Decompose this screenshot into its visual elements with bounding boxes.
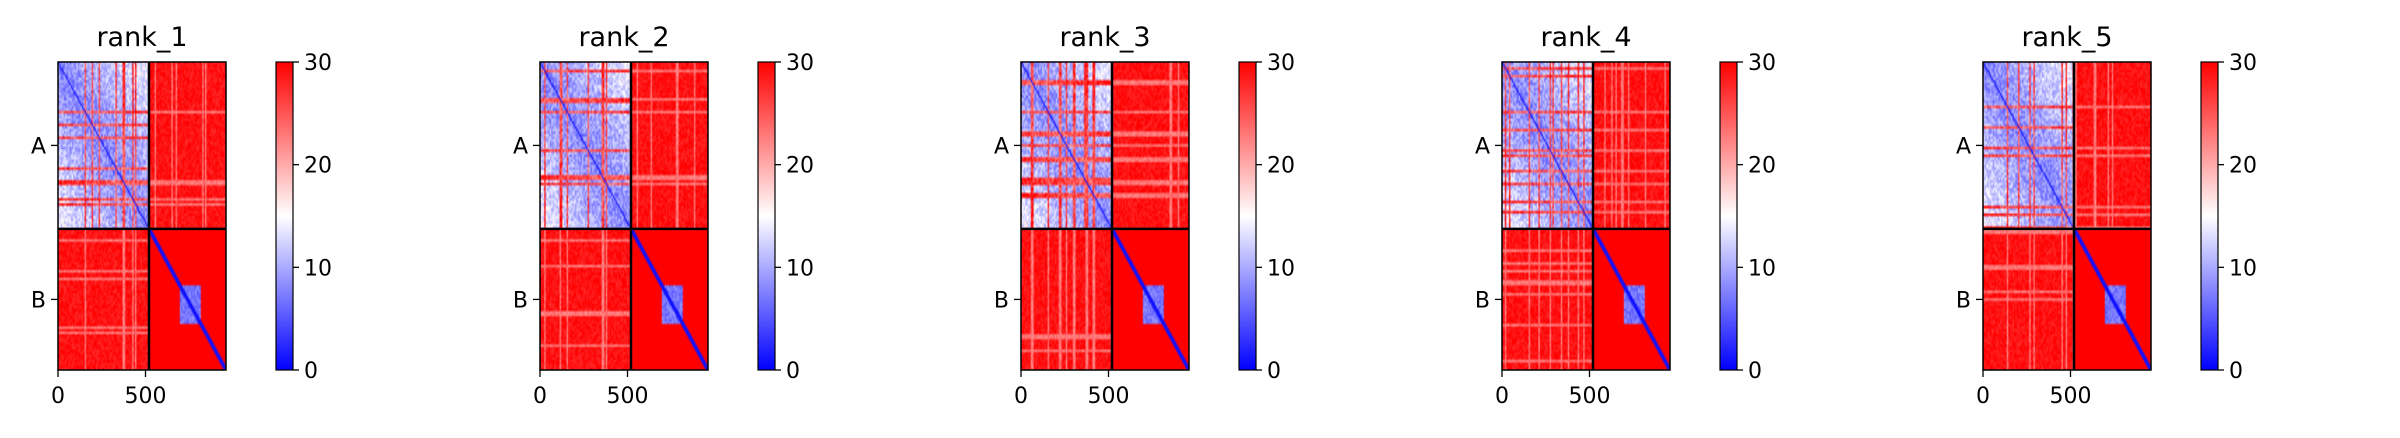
colorbar-tick-label: 10: [2229, 256, 2257, 281]
chain-label: A: [1956, 134, 1971, 159]
heatmap-image: [1502, 62, 1670, 370]
panel-rank_3: rank_3 A B 0 500 0 10 20 30: [994, 22, 1295, 409]
colorbar-tick-label: 0: [786, 359, 800, 384]
chain-label: A: [994, 134, 1009, 159]
colorbar-tick-label: 0: [1267, 359, 1281, 384]
colorbar: [2200, 61, 2219, 371]
colorbar-tick-label: 20: [1267, 154, 1295, 179]
axes-frame: [57, 61, 227, 371]
axes-frame: [1982, 61, 2152, 371]
heatmap-image: [1021, 62, 1189, 370]
heatmap-image: [1983, 62, 2151, 370]
colorbar-tick-label: 30: [304, 51, 332, 76]
x-tick-label: 500: [1088, 384, 1130, 409]
colorbar-tick-label: 30: [1748, 51, 1776, 76]
colorbar-tick-label: 30: [1267, 51, 1295, 76]
panel-rank_4: rank_4 A B 0 500 0 10 20 30: [1475, 22, 1776, 409]
panel-title: rank_1: [96, 22, 187, 53]
panel-rank_1: rank_1 A B 0 500 0 10 20 30: [31, 22, 332, 409]
colorbar-tick-label: 10: [786, 256, 814, 281]
x-tick-label: 0: [51, 384, 65, 409]
colorbar-tick-label: 10: [304, 256, 332, 281]
heatmap-image: [540, 62, 708, 370]
panel-title: rank_2: [578, 22, 669, 53]
x-tick-label: 500: [1569, 384, 1611, 409]
axes-frame: [1020, 61, 1190, 371]
colorbar-tick-label: 20: [786, 154, 814, 179]
chain-label: B: [994, 288, 1009, 313]
chain-label: A: [1475, 134, 1490, 159]
x-tick-label: 500: [125, 384, 167, 409]
colorbar-tick-label: 10: [1748, 256, 1776, 281]
chain-label: A: [31, 134, 46, 159]
chain-label: B: [1956, 288, 1971, 313]
x-tick-label: 500: [2050, 384, 2092, 409]
chain-label: B: [1475, 288, 1490, 313]
x-tick-label: 500: [607, 384, 649, 409]
chain-label: B: [31, 288, 46, 313]
colorbar-tick-label: 0: [304, 359, 318, 384]
colorbar-tick-label: 0: [1748, 359, 1762, 384]
colorbar-tick-label: 30: [786, 51, 814, 76]
x-tick-label: 0: [1976, 384, 1990, 409]
heatmap-image: [58, 62, 226, 370]
colorbar: [1238, 61, 1257, 371]
panel-title: rank_4: [1540, 22, 1631, 53]
chain-label: A: [513, 134, 528, 159]
colorbar-tick-label: 20: [2229, 154, 2257, 179]
colorbar: [757, 61, 776, 371]
x-tick-label: 0: [1014, 384, 1028, 409]
panel-rank_5: rank_5 A B 0 500 0 10 20 30: [1956, 22, 2257, 409]
colorbar: [1719, 61, 1738, 371]
colorbar-tick-label: 30: [2229, 51, 2257, 76]
axes-frame: [1501, 61, 1671, 371]
panel-title: rank_3: [1059, 22, 1150, 53]
colorbar-tick-label: 20: [1748, 154, 1776, 179]
colorbar-tick-label: 0: [2229, 359, 2243, 384]
x-tick-label: 0: [533, 384, 547, 409]
colorbar: [275, 61, 294, 371]
colorbar-tick-label: 10: [1267, 256, 1295, 281]
chain-label: B: [513, 288, 528, 313]
axes-frame: [539, 61, 709, 371]
panel-title: rank_5: [2021, 22, 2112, 53]
panel-rank_2: rank_2 A B 0 500 0 10 20 30: [513, 22, 814, 409]
colorbar-tick-label: 20: [304, 154, 332, 179]
x-tick-label: 0: [1495, 384, 1509, 409]
